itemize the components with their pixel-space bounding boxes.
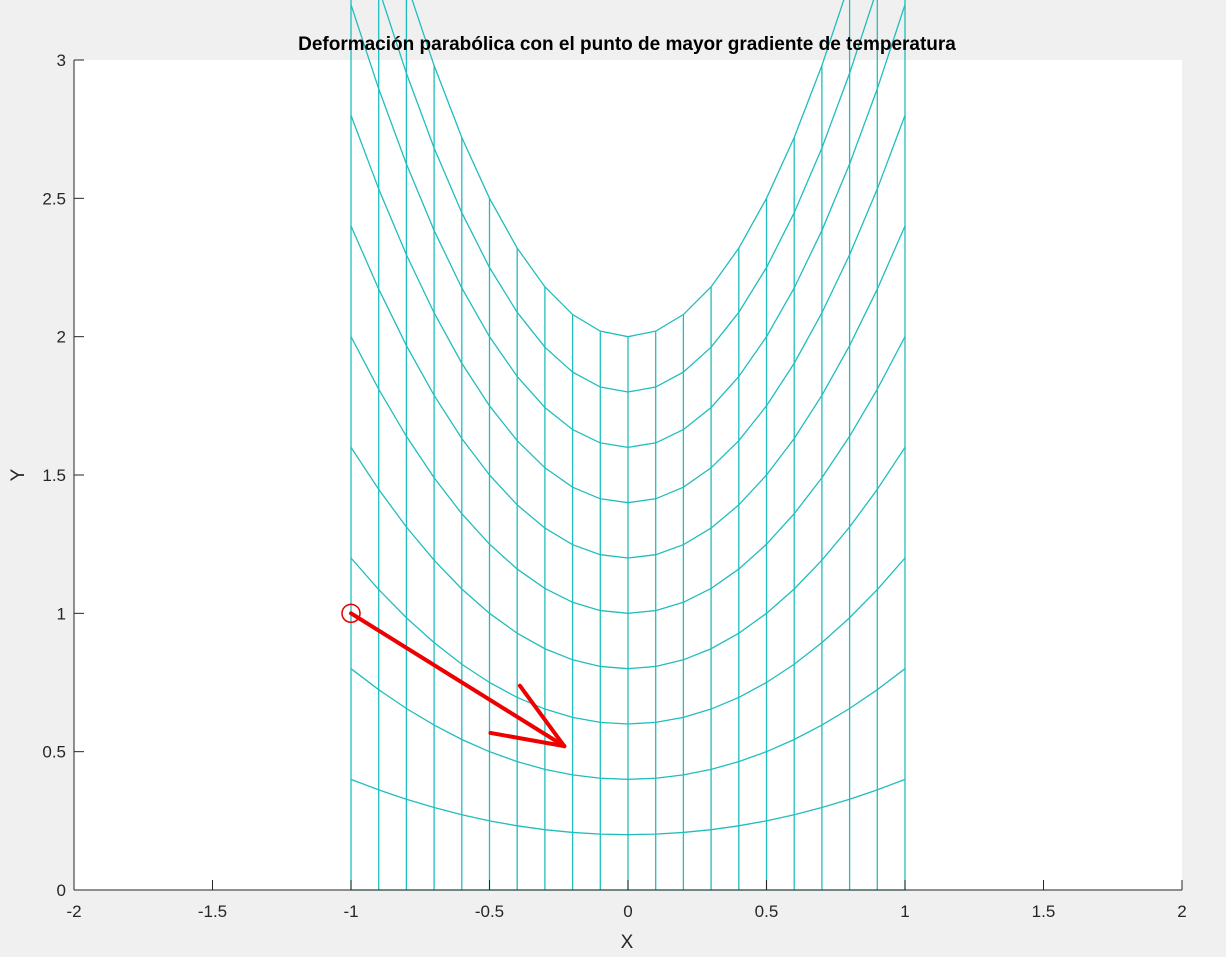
y-tick-label-4: 2	[57, 328, 66, 347]
y-tick-label-1: 0.5	[42, 743, 66, 762]
x-tick-label-1: -1.5	[198, 902, 227, 921]
y-tick-label-3: 1.5	[42, 466, 66, 485]
marks-layer	[341, 603, 567, 749]
x-tick-label-8: 2	[1177, 902, 1186, 921]
x-tick-label-7: 1.5	[1032, 902, 1056, 921]
axes-layer: -2 -1.5 -1 -0.5 0 0.5 1 1.5 2 0 0.5 1 1.5 2 2.5 3	[42, 51, 1186, 921]
max-gradient-marker	[341, 603, 361, 624]
y-tick-label-6: 3	[57, 51, 66, 70]
y-axis-label: Y	[8, 468, 29, 481]
gradient-arrow-shaft	[349, 611, 567, 749]
x-tick-label-5: 0.5	[755, 902, 779, 921]
y-tick-label-2: 1	[57, 604, 66, 623]
y-tick-label-5: 2.5	[42, 189, 66, 208]
mesh-layer	[350, 0, 906, 891]
y-tick-label-0: 0	[57, 881, 66, 900]
gradient-arrow-head-right	[517, 683, 567, 749]
chart-title: Deformación parabólica con el punto de m…	[298, 34, 956, 55]
gradient-arrow-head-left	[488, 730, 567, 749]
x-axis-label: X	[621, 932, 634, 953]
x-tick-label-3: -0.5	[475, 902, 504, 921]
x-tick-label-4: 0	[623, 902, 632, 921]
x-tick-label-2: -1	[343, 902, 358, 921]
x-tick-label-0: -2	[66, 902, 81, 921]
x-tick-label-6: 1	[900, 902, 909, 921]
